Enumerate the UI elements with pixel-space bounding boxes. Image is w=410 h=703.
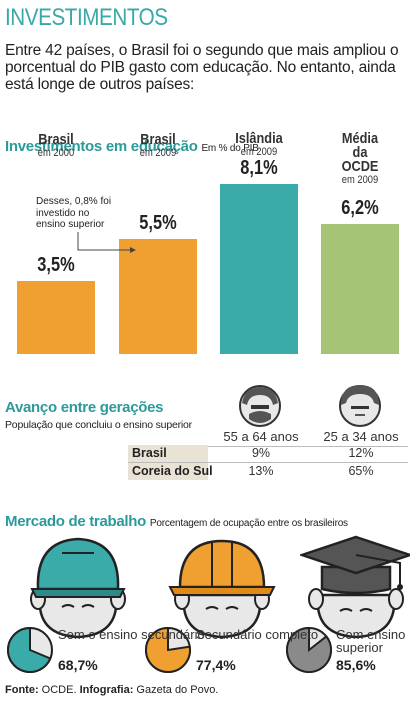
label-superior: Com ensino superior [336, 627, 406, 655]
labor-title: Mercado de trabalho [5, 513, 146, 530]
bar-3 [321, 223, 399, 354]
note-leader-line [77, 232, 136, 253]
cell-brasil-25: 12% [348, 446, 374, 460]
bar-category-1: Brasil em 2009 [115, 131, 202, 159]
labor-subtitle: Porcentagem de ocupação entre os brasile… [149, 518, 348, 529]
cell-coreia-25: 65% [348, 464, 374, 478]
bar-1 [119, 238, 197, 354]
value-superior: 85,6% [336, 657, 376, 673]
labor-pies [7, 626, 332, 673]
bar-value-3: 6,2% [341, 196, 379, 219]
category-year: em 2009 [139, 147, 177, 159]
infografia-label: Infografia: [79, 684, 134, 696]
young-man-icon [339, 385, 381, 427]
source-text: OCDE. [41, 684, 77, 696]
value-secundario: 77,4% [196, 657, 236, 673]
pie-slice-0 [7, 626, 52, 673]
cell-brasil-55: 9% [251, 446, 271, 460]
row-brasil-bg [128, 445, 208, 462]
infografia-text: Gazeta do Povo. [136, 684, 219, 696]
source-credits: Fonte: OCDE. Infografia: Gazeta do Povo. [5, 684, 218, 696]
intro-text: Entre 42 países, o Brasil foi o segundo … [5, 42, 399, 93]
invest-bar-chart: 3,5% Brasil em 2000 5,5% Brasil em 2009 8,1% Is… [0, 131, 410, 360]
pie-slice-2 [286, 626, 332, 673]
bar-0 [17, 280, 95, 354]
bar-value-0: 3,5% [37, 253, 75, 276]
row-label-brasil: Brasil [132, 446, 167, 460]
bar-2 [220, 184, 298, 354]
invest-subtitle: Em % do PIB [201, 143, 259, 154]
bar-value-1: 5,5% [139, 211, 177, 234]
table-divider [128, 446, 408, 447]
graduation-cap-icon [300, 535, 410, 639]
worker-cap-icon [30, 537, 126, 639]
row-coreia-bg [128, 463, 208, 480]
category-name: Média da OCDE [341, 130, 379, 175]
invest-section-title: Investimentos em educação Em % do PIB [5, 138, 259, 155]
labor-section-title: Mercado de trabalho Porcentagem de ocupa… [5, 513, 348, 530]
cell-coreia-55: 13% [248, 464, 274, 478]
table-divider [128, 462, 408, 463]
col-25-34: 25 a 34 anos [323, 429, 399, 444]
col-55-64: 55 a 64 anos [223, 429, 299, 444]
bar-value-2: 8,1% [240, 157, 278, 179]
source-label: Fonte: [5, 684, 39, 696]
category-year: em 2009 [240, 146, 278, 158]
pie-slice-1 [145, 626, 191, 673]
label-secundario: Secundário completo [196, 627, 319, 642]
category-name: Brasil [38, 131, 74, 148]
invest-title: Investimentos em educação [5, 138, 198, 155]
older-man-icon [239, 385, 281, 427]
category-year: em 2000 [37, 147, 75, 159]
page-title: INVESTIMENTOS [5, 4, 168, 31]
row-label-coreia: Coreia do Sul [132, 464, 213, 478]
category-name: Brasil [140, 131, 176, 148]
gen-title: Avanço entre gerações [5, 399, 164, 416]
bar-category-0: Brasil em 2000 [13, 131, 100, 159]
value-sem-ensino: 68,7% [58, 657, 98, 673]
hardhat-icon [168, 539, 276, 639]
label-sem-ensino: Sem o ensino secundário [58, 627, 205, 642]
bar-category-2: Islândia em 2009 [216, 130, 303, 158]
gen-subtitle: População que concluiu o ensino superior [5, 419, 192, 431]
note-ensino-superior: Desses, 0,8% foi investido no ensino sup… [36, 196, 112, 230]
bar-category-3: Média da OCDE em 2009 [317, 130, 404, 186]
category-name: Islândia [235, 130, 283, 147]
category-year: em 2009 [341, 174, 379, 186]
